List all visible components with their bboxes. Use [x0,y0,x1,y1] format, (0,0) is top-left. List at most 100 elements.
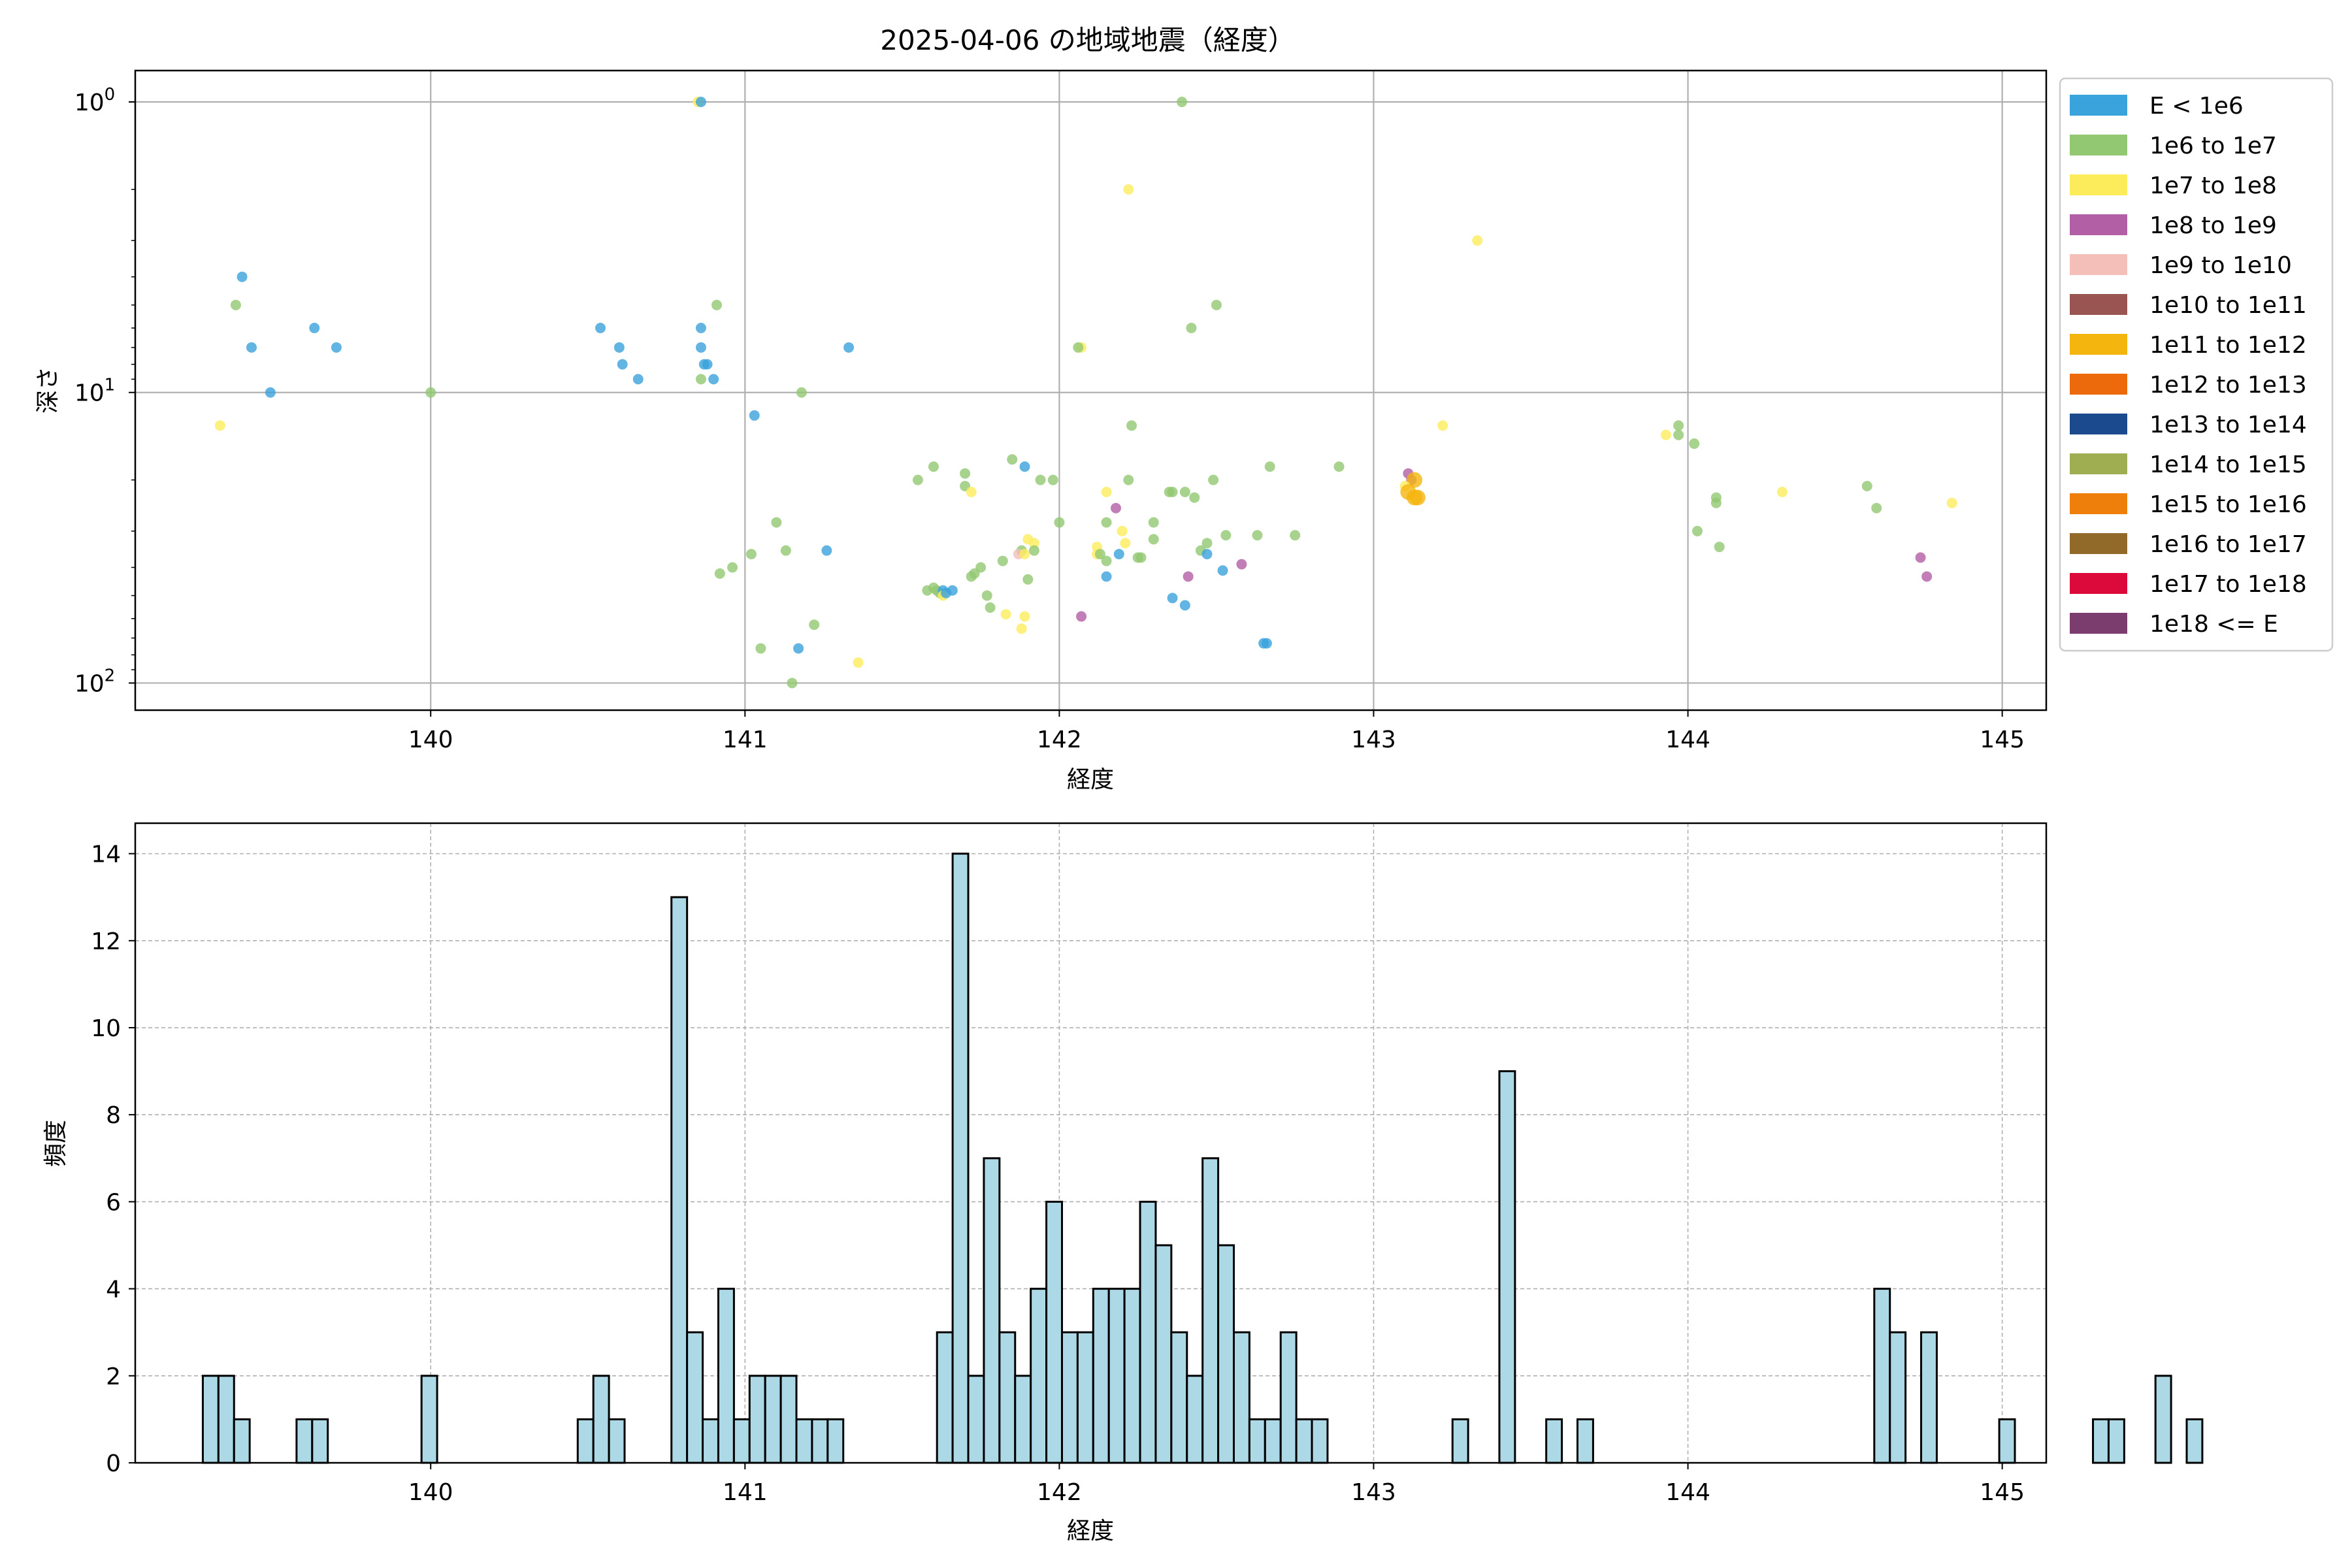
legend-label: 1e7 to 1e8 [2149,172,2277,199]
scatter-point [1101,555,1112,566]
legend-swatch [2070,453,2127,474]
histogram-bar [1920,1331,1938,1464]
scatter-point [981,590,992,601]
histogram-bar [1107,1288,1126,1464]
histogram-x-tick-label: 141 [723,1479,768,1506]
scatter-point [214,420,225,431]
figure-title: 2025-04-06 の地域地震（経度） [880,24,1295,56]
scatter-point [1113,549,1124,560]
scatter-point [1148,534,1159,545]
scatter-point [1689,438,1700,449]
scatter-point [1252,530,1263,541]
scatter-point [1921,571,1933,582]
scatter-point [1437,420,1448,431]
histogram-bar [608,1418,626,1464]
scatter-point [809,619,820,630]
legend-swatch [2070,414,2127,434]
scatter-point [1236,559,1247,570]
scatter-point [1028,545,1039,556]
scatter-point [425,387,436,398]
scatter-point [1179,487,1190,498]
legend-label: 1e12 to 1e13 [2149,372,2307,399]
legend-swatch [2070,214,2127,235]
histogram-bar [1998,1418,2016,1464]
histogram-bar [1123,1288,1141,1464]
legend-swatch [2070,254,2127,275]
scatter-point [771,517,782,528]
histogram-bar [983,1157,1001,1464]
scatter-point [1915,552,1926,563]
histogram-bar [1576,1418,1594,1464]
histogram-bar [1545,1418,1563,1464]
histogram-bar [1154,1244,1173,1464]
histogram-y-tick-label: 10 [91,1015,121,1042]
histogram-bar [1311,1418,1329,1464]
histogram-plot-frame [134,822,2048,1464]
histogram-bar [795,1418,813,1464]
scatter-point [755,643,766,654]
scatter-plot-frame [134,69,2048,711]
scatter-point [1691,525,1703,536]
histogram-bar [1498,1070,1516,1464]
scatter-point [309,323,320,334]
histogram-bar [811,1418,829,1464]
histogram-bar [1170,1331,1188,1464]
scatter-point [997,555,1008,566]
scatter-point [749,410,760,421]
scatter-point [966,487,977,498]
histogram-bars [201,853,2204,1464]
legend-label: 1e6 to 1e7 [2149,133,2277,159]
scatter-point [331,342,342,353]
scatter-point [1946,497,1957,508]
scatter-point [1007,454,1018,465]
histogram-bar [2185,1418,2204,1464]
histogram-bar [967,1375,985,1464]
scatter-point [1258,638,1269,649]
histogram-bar [702,1418,719,1464]
scatter-point [1776,487,1788,498]
legend-label: 1e17 to 1e18 [2149,571,2307,598]
scatter-point [1019,549,1030,560]
scatter-point [246,342,257,353]
scatter-x-tick-label: 142 [1037,727,1082,753]
scatter-point [1179,600,1190,611]
legend-swatch [2070,374,2127,395]
scatter-point [1123,474,1134,485]
legend-box [2059,77,2334,652]
scatter-point [613,342,625,353]
scatter-point [1201,538,1213,549]
scatter-point [1871,502,1882,514]
histogram-bar [936,1331,954,1464]
scatter-point [1110,502,1121,514]
histogram-x-tick-label: 142 [1037,1479,1082,1506]
legend-label: 1e13 to 1e14 [2149,412,2307,438]
scatter-point [1211,299,1222,310]
legend-swatch [2070,95,2127,116]
scatter-point [1673,429,1684,440]
scatter-gridlines [135,71,2046,710]
scatter-points [214,96,1957,689]
histogram-bar [998,1331,1017,1464]
legend-swatch [2070,493,2127,514]
scatter-point [1000,609,1011,620]
histogram-bar [686,1331,704,1464]
scatter-point [966,571,977,582]
scatter-point [843,342,855,353]
histogram-bar [1045,1200,1063,1464]
scatter-point [695,96,706,107]
scatter-point [1019,611,1030,622]
scatter-point [237,271,248,282]
histogram-bar [1092,1288,1110,1464]
histogram-bar [1232,1331,1250,1464]
scatter-point [711,299,723,310]
histogram-bar [1060,1331,1079,1464]
histogram-bar [1217,1244,1235,1464]
histogram-bar [1076,1331,1094,1464]
histogram-bar [732,1418,751,1464]
scatter-point [1073,342,1084,353]
scatter-point [780,545,791,556]
scatter-point [1126,420,1137,431]
histogram-y-tick-label: 8 [106,1102,121,1129]
histogram-bar [295,1418,314,1464]
